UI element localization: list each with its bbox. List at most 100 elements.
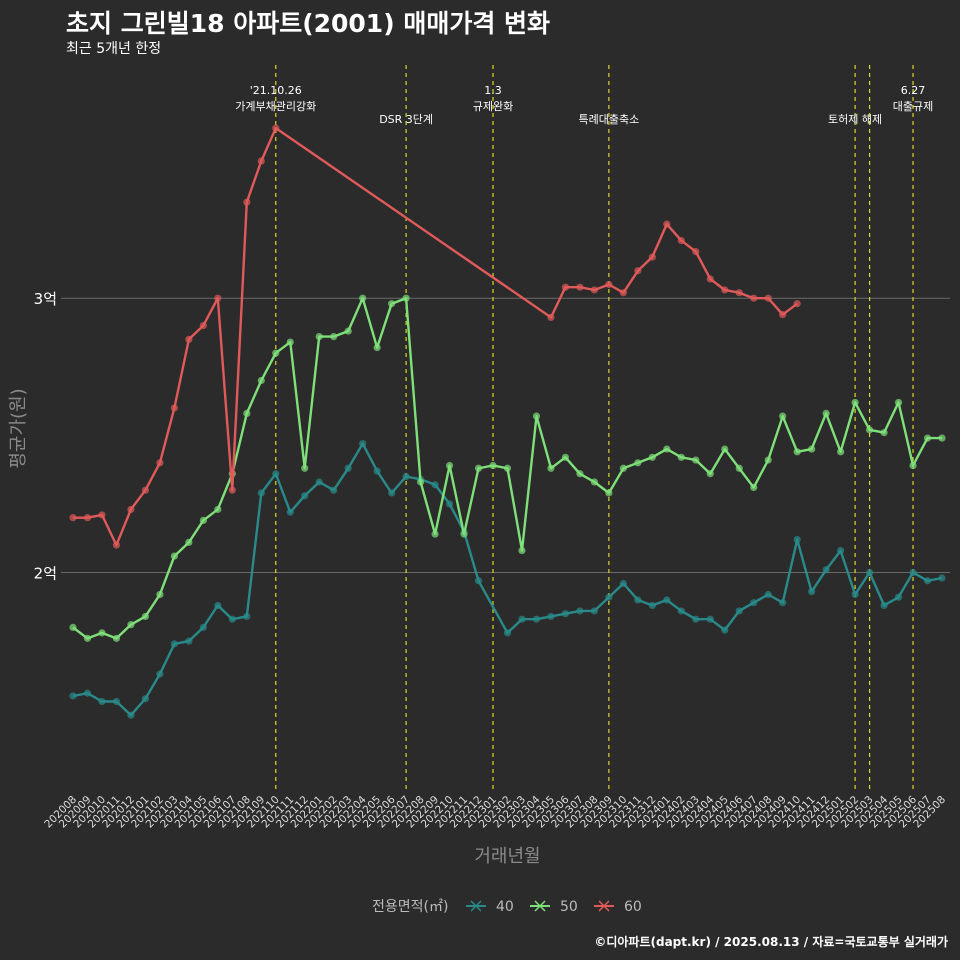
data-point-40 (909, 568, 917, 577)
data-point-50 (474, 464, 483, 472)
data-point-40 (865, 568, 874, 577)
data-point-60 (706, 275, 714, 283)
data-point-40 (127, 711, 135, 719)
data-point-40 (431, 481, 439, 489)
data-point-50 (170, 552, 178, 560)
data-point-60 (692, 247, 700, 256)
data-point-40 (735, 607, 743, 615)
data-point-40 (141, 695, 150, 703)
data-point-50 (764, 456, 772, 464)
data-point-50 (127, 621, 135, 629)
data-point-50 (837, 448, 845, 456)
data-point-40 (619, 579, 627, 588)
data-point-60 (634, 267, 642, 275)
data-point-50 (272, 349, 280, 357)
data-point-60 (185, 335, 193, 343)
data-point-40 (880, 601, 888, 610)
data-point-50 (619, 464, 627, 472)
data-point-50 (344, 327, 352, 335)
data-point-60 (677, 236, 685, 245)
data-point-50 (257, 376, 265, 385)
data-point-60 (257, 157, 265, 165)
data-point-40 (837, 546, 845, 555)
data-point-40 (445, 500, 454, 508)
data-point-40 (706, 615, 714, 623)
data-point-50 (402, 294, 410, 302)
data-point-40 (170, 640, 178, 648)
data-point-50 (373, 343, 381, 352)
data-point-40 (373, 467, 381, 475)
data-point-50 (923, 434, 932, 442)
data-point-60 (127, 505, 135, 514)
event-label: '21.10.26 (250, 84, 302, 97)
data-point-40 (199, 623, 207, 631)
data-point-60 (561, 283, 570, 291)
data-point-60 (214, 294, 222, 302)
data-point-50 (301, 464, 309, 472)
y-tick-label: 3억 (34, 290, 57, 308)
data-point-50 (532, 412, 541, 420)
data-point-60 (793, 300, 801, 308)
data-point-50 (286, 338, 294, 346)
data-point-40 (156, 670, 164, 678)
data-point-40 (112, 697, 121, 706)
data-point-50 (779, 412, 787, 420)
data-point-50 (822, 409, 830, 418)
data-point-60 (170, 404, 178, 412)
data-point-40 (388, 489, 396, 497)
series-line-40 (72, 442, 943, 717)
data-point-50 (793, 448, 801, 456)
legend-label-60: 60 (624, 899, 642, 915)
data-point-40 (605, 593, 613, 601)
data-point-40 (228, 615, 236, 623)
data-point-50 (243, 409, 251, 418)
data-point-60 (779, 311, 787, 319)
data-point-50 (706, 470, 714, 478)
data-point-50 (156, 590, 164, 599)
data-point-60 (605, 280, 613, 289)
data-point-40 (272, 470, 280, 478)
data-point-50 (388, 300, 396, 308)
data-point-50 (880, 429, 888, 437)
data-point-50 (663, 445, 671, 453)
data-point-50 (721, 445, 729, 453)
data-point-40 (518, 615, 526, 623)
source-credit: ©디아파트(dapt.kr) / 2025.08.13 / 자료=국토교통부 실… (594, 935, 948, 949)
data-point-60 (141, 486, 150, 494)
data-point-40 (808, 588, 816, 596)
data-point-50 (894, 398, 903, 407)
data-point-50 (69, 623, 77, 631)
data-point-40 (503, 629, 512, 637)
data-point-50 (692, 456, 700, 464)
data-point-40 (692, 615, 700, 623)
data-point-60 (69, 514, 77, 522)
data-point-50 (445, 461, 454, 470)
data-point-50 (865, 426, 874, 434)
event-label: 토허제 해제 (828, 112, 882, 126)
data-point-40 (750, 599, 758, 607)
data-point-50 (359, 294, 367, 302)
data-point-50 (83, 634, 92, 642)
data-point-40 (851, 590, 859, 599)
legend-key-marker-50 (534, 900, 546, 912)
data-point-40 (576, 607, 584, 615)
data-point-60 (750, 294, 758, 302)
data-point-40 (402, 472, 410, 481)
legend-label-40: 40 (496, 899, 514, 915)
data-point-40 (330, 486, 338, 494)
data-point-40 (243, 612, 251, 621)
y-tick-label: 2억 (34, 565, 57, 583)
y-axis-title: 평균가(원) (8, 388, 29, 468)
data-point-60 (619, 289, 627, 297)
data-point-60 (735, 289, 743, 297)
data-point-40 (764, 590, 772, 599)
data-point-40 (185, 637, 193, 645)
data-point-40 (301, 492, 309, 500)
data-point-40 (793, 536, 801, 544)
data-point-40 (677, 607, 685, 615)
data-point-40 (721, 626, 729, 634)
data-point-50 (141, 612, 150, 621)
data-point-40 (474, 577, 483, 585)
data-point-60 (721, 286, 729, 294)
data-point-60 (83, 514, 92, 522)
